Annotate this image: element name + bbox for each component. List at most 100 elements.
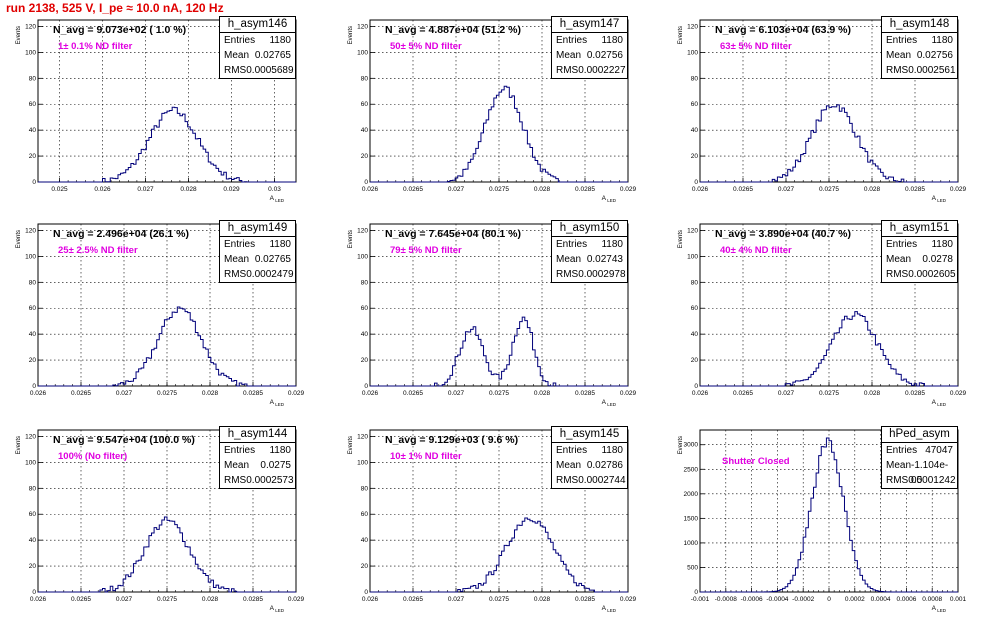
y-axis-title: Events	[678, 26, 684, 44]
stats-value: 0.02756	[586, 50, 623, 61]
y-tick-label: 80	[361, 485, 369, 492]
y-tick-label: 100	[357, 253, 368, 260]
y-tick-label: 60	[361, 101, 369, 108]
navg-label: N_avg = 2.496e+04 (26.1 %)	[53, 228, 190, 240]
x-tick-label: 0.027	[448, 186, 465, 193]
y-tick-label: 40	[691, 127, 699, 134]
x-tick-label: 0	[827, 596, 831, 603]
stats-label: Mean	[224, 50, 250, 61]
stats-label: Entries	[224, 35, 256, 46]
y-axis-title: Events	[16, 26, 22, 44]
y-tick-label: 1000	[684, 540, 699, 547]
stats-label: RMS	[224, 269, 247, 280]
filter-annotation: 10± 1% ND filter	[390, 451, 462, 462]
y-axis-title: Events	[16, 436, 22, 454]
stats-row-rms: RMS 0.0005689	[220, 63, 295, 78]
y-tick-label: 20	[691, 153, 699, 160]
stats-value: 0.0002744	[578, 475, 626, 486]
x-tick-label: 0.0004	[871, 596, 891, 603]
x-tick-label: 0.026	[362, 390, 379, 397]
stats-label: RMS	[556, 65, 579, 76]
histogram-line-h_asym151	[700, 311, 958, 387]
x-tick-label: 0.026	[94, 186, 111, 193]
stats-label: Mean	[224, 254, 250, 265]
x-tick-label: 0.029	[620, 390, 637, 397]
stats-value: 0.02756	[916, 50, 953, 61]
x-tick-label: 0.0285	[905, 186, 925, 193]
plot-frame	[37, 19, 297, 183]
stats-label: Mean	[556, 50, 582, 61]
x-tick-label: 0.0285	[575, 596, 595, 603]
stats-row-rms: RMS 0.0002479	[220, 267, 295, 282]
stats-value: 1180	[601, 35, 623, 46]
stats-row-entries: Entries 1180	[552, 33, 627, 48]
histogram-name: h_asym150	[552, 221, 627, 237]
stats-label: Entries	[556, 35, 588, 46]
stats-label: RMS	[224, 475, 247, 486]
y-tick-label: 500	[687, 564, 698, 571]
filter-annotation: 50± 5% ND filter	[390, 41, 462, 52]
stats-label: Entries	[556, 239, 588, 250]
stats-value: 1180	[269, 239, 291, 250]
stats-box-hPed_asym: hPed_asym Entries 47047 Mean -1.104e-05 RMS 0.…	[881, 426, 958, 489]
stats-label: Mean	[556, 254, 582, 265]
stats-row-entries: Entries 1180	[882, 237, 957, 252]
x-tick-label: 0.027	[448, 596, 465, 603]
stats-row-rms: RMS 0.0002605	[882, 267, 957, 282]
y-tick-label: 40	[691, 331, 699, 338]
y-axis-title: Events	[348, 26, 354, 44]
histogram-line-h_asym146	[38, 106, 296, 183]
x-tick-label: 0.026	[692, 390, 709, 397]
x-tick-label: 0.0275	[819, 390, 839, 397]
stats-value: 0.0002561	[908, 65, 956, 76]
stats-row-rms: RMS 0.0002744	[552, 473, 627, 488]
y-tick-label: 120	[357, 227, 368, 234]
y-tick-label: 20	[361, 153, 369, 160]
stats-value: 47047	[925, 445, 953, 456]
stats-label: RMS	[886, 475, 909, 486]
x-tick-label: 0.028	[202, 596, 219, 603]
y-tick-label: 120	[357, 433, 368, 440]
run-title: run 2138, 525 V, I_pe ≈ 10.0 nA, 120 Hz	[6, 1, 224, 15]
stats-box-h_asym151: h_asym151 Entries 1180 Mean 0.0278 RMS 0.00026…	[881, 220, 958, 283]
stats-row-entries: Entries 1180	[552, 237, 627, 252]
y-tick-label: 120	[25, 227, 36, 234]
filter-annotation: 25± 2.5% ND filter	[58, 245, 138, 256]
y-tick-label: 0	[364, 383, 368, 390]
stats-row-mean: Mean 0.02765	[220, 252, 295, 267]
navg-label: N_avg = 3.890e+04 (40.7 %)	[715, 228, 852, 240]
x-axis-title: A LED	[932, 195, 947, 203]
stats-value: 0.0002227	[578, 65, 626, 76]
stats-value: 0.0002479	[246, 269, 294, 280]
stats-box-h_asym147: h_asym147 Entries 1180 Mean 0.02756 RMS 0.0002…	[551, 16, 628, 79]
y-tick-label: 80	[691, 75, 699, 82]
navg-label: N_avg = 6.103e+04 (63.9 %)	[715, 24, 852, 36]
x-tick-label: 0.0008	[922, 596, 942, 603]
x-tick-label: 0.029	[288, 596, 305, 603]
y-tick-label: 0	[694, 383, 698, 390]
filter-annotation: Shutter Closed	[722, 456, 790, 467]
y-tick-label: 60	[691, 305, 699, 312]
panel-h_asym147: 0.026 0.0265 0.027 0.0275 0.028 0.0285 0.029 0 2…	[348, 19, 637, 203]
y-axis-title: Events	[348, 230, 354, 248]
y-tick-label: 20	[361, 563, 369, 570]
stats-label: Entries	[224, 239, 256, 250]
y-axis-title: Events	[678, 230, 684, 248]
x-tick-label: 0.027	[116, 596, 133, 603]
panel-h_asym146: 0.025 0.026 0.027 0.028 0.029 0.03 0 20 40 60 80 10…	[16, 19, 297, 203]
x-tick-label: 0.0265	[733, 390, 753, 397]
y-tick-label: 20	[29, 153, 37, 160]
x-tick-label: 0.028	[534, 390, 551, 397]
y-tick-label: 2500	[684, 466, 699, 473]
histogram-line-h_asym144	[38, 516, 296, 593]
x-axis-title: A LED	[602, 605, 617, 613]
y-tick-label: 0	[364, 179, 368, 186]
y-tick-label: 20	[691, 357, 699, 364]
x-tick-label: 0.0275	[157, 596, 177, 603]
y-tick-label: 100	[687, 253, 698, 260]
y-tick-label: 100	[687, 49, 698, 56]
stats-row-mean: Mean 0.0278	[882, 252, 957, 267]
histogram-name: h_asym151	[882, 221, 957, 237]
y-tick-label: 2000	[684, 491, 699, 498]
x-tick-label: 0.0275	[489, 186, 509, 193]
